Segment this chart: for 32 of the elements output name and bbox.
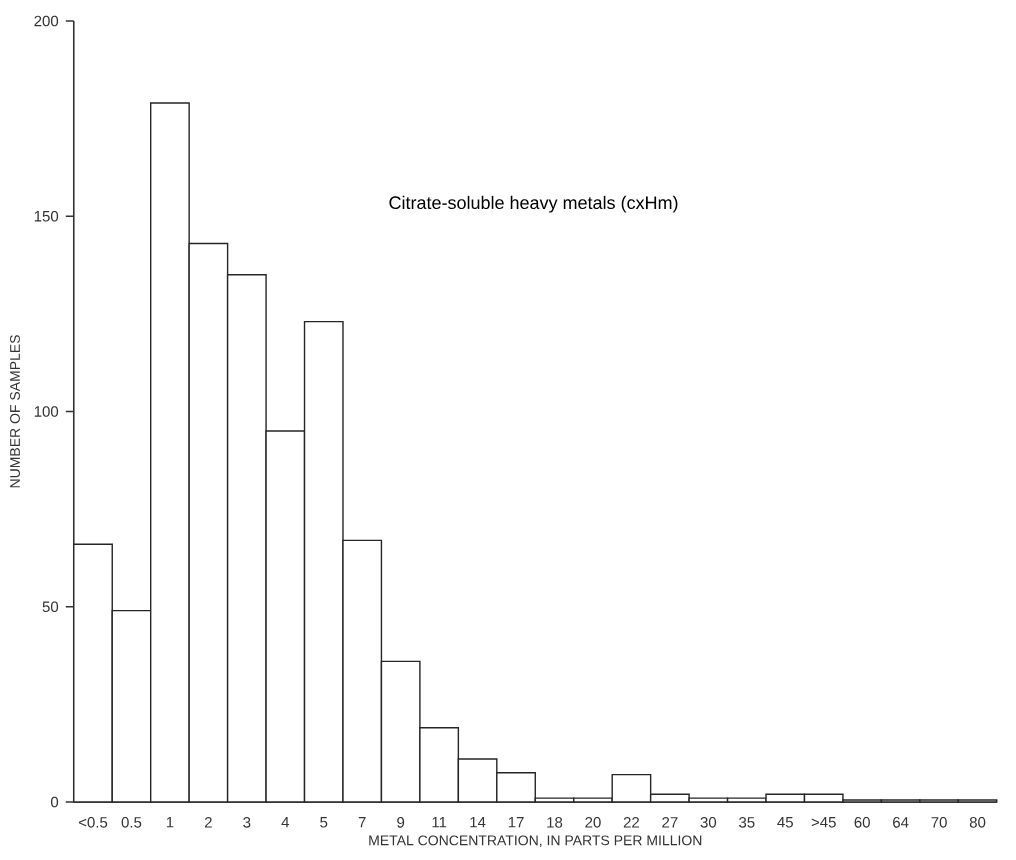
x-tick-label: 1 xyxy=(166,817,174,828)
x-tick-label: 4 xyxy=(281,817,290,828)
y-tick-label: 50 xyxy=(42,601,59,613)
x-tick-label: 22 xyxy=(623,817,640,828)
x-tick-label: 80 xyxy=(969,817,986,828)
x-tick-label: 14 xyxy=(470,817,486,828)
x-tick-label: <0.5 xyxy=(78,817,108,828)
x-tick-label: 64 xyxy=(893,817,909,828)
x-tick-label: 5 xyxy=(320,817,328,828)
text: Citrate-soluble heavy metals (cxHm) xyxy=(389,195,678,213)
y-tick-label: 150 xyxy=(34,210,59,222)
x-tick-label: 3 xyxy=(243,817,251,828)
x-tick-label: 45 xyxy=(777,817,793,828)
y-tick-label: 200 xyxy=(34,15,59,27)
y-tick-label: 100 xyxy=(34,406,59,417)
x-tick-label: 9 xyxy=(397,817,405,828)
x-tick-label: 35 xyxy=(739,817,755,828)
x-tick-label: 60 xyxy=(854,817,870,828)
x-tick-label: 18 xyxy=(547,817,563,828)
x-tick-label: >45 xyxy=(811,817,836,828)
y-tick-label: 0 xyxy=(50,796,59,808)
x-tick-label: 27 xyxy=(662,817,678,828)
y-axis-title: NUMBER OF SAMPLES xyxy=(10,335,20,488)
x-tick-label: 70 xyxy=(931,817,947,828)
x-tick-label: 0.5 xyxy=(121,817,142,828)
x-axis-title: METAL CONCENTRATION, IN PARTS PER MILLION xyxy=(369,835,702,847)
x-tick-label: 30 xyxy=(700,817,717,828)
x-tick-label: 2 xyxy=(204,817,212,828)
x-tick-label: 20 xyxy=(585,817,601,828)
x-tick-label: 7 xyxy=(358,817,366,828)
x-tick-label: 17 xyxy=(508,817,524,828)
x-tick-label: 11 xyxy=(432,817,447,828)
